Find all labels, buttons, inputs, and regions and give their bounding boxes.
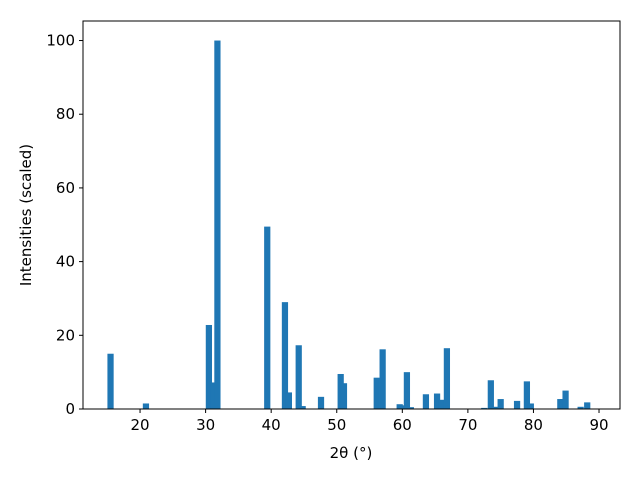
bar xyxy=(396,404,403,409)
bar xyxy=(513,400,521,409)
bar xyxy=(142,403,150,409)
plot-frame xyxy=(82,20,621,410)
bar xyxy=(373,377,380,409)
x-tick-label: 70 xyxy=(458,416,477,434)
y-tick-label: 60 xyxy=(56,179,75,197)
bar xyxy=(422,394,430,409)
x-tick-label: 90 xyxy=(589,416,608,434)
bar xyxy=(407,407,414,409)
bar xyxy=(317,396,325,409)
bar xyxy=(438,399,445,409)
bar xyxy=(497,399,504,409)
x-tick-label: 20 xyxy=(130,416,149,434)
bar xyxy=(481,407,488,409)
bar xyxy=(379,349,386,409)
bar xyxy=(562,390,569,409)
x-axis-label: 2θ (°) xyxy=(330,444,373,462)
y-tick-label: 20 xyxy=(56,326,75,344)
y-axis-label: Intensities (scaled) xyxy=(17,144,35,286)
bar xyxy=(443,348,451,409)
bar xyxy=(285,392,292,409)
bar xyxy=(340,383,348,409)
bar xyxy=(107,353,114,409)
y-tick-label: 0 xyxy=(65,400,75,418)
bar xyxy=(400,405,407,409)
y-tick-label: 80 xyxy=(56,105,75,123)
bar xyxy=(210,382,217,409)
bar xyxy=(577,406,584,409)
bar xyxy=(433,393,441,409)
bar xyxy=(491,406,498,409)
bar xyxy=(403,372,411,409)
bar xyxy=(487,380,494,409)
x-tick-label: 40 xyxy=(262,416,281,434)
x-tick-label: 50 xyxy=(327,416,346,434)
y-tick-label: 100 xyxy=(46,32,75,50)
bar xyxy=(281,302,289,409)
bar xyxy=(214,40,221,410)
x-tick-label: 80 xyxy=(524,416,543,434)
bar xyxy=(523,381,531,409)
bar xyxy=(295,345,302,409)
bar xyxy=(264,226,271,409)
y-tick-label: 40 xyxy=(56,253,75,271)
bar xyxy=(584,402,591,409)
x-tick-label: 30 xyxy=(196,416,215,434)
bar xyxy=(299,406,306,409)
bar xyxy=(527,403,534,409)
bar xyxy=(337,373,344,409)
bar xyxy=(205,324,213,409)
x-tick-label: 60 xyxy=(393,416,412,434)
